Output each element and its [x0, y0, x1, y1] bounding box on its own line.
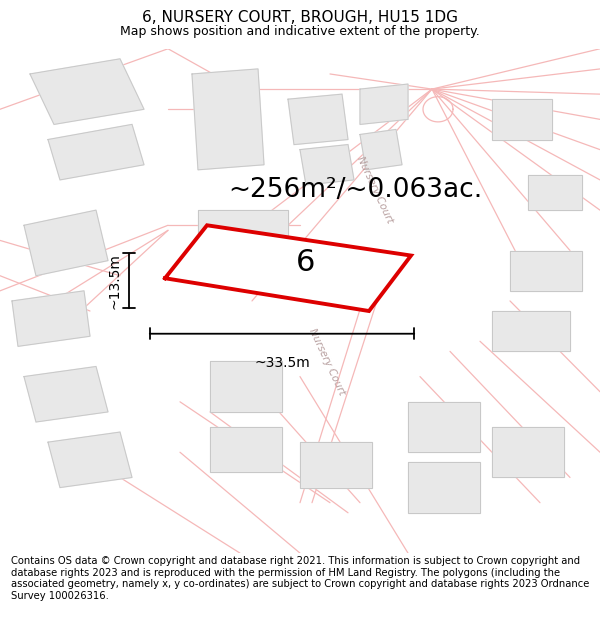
Polygon shape: [492, 99, 552, 139]
Polygon shape: [24, 210, 108, 276]
Polygon shape: [210, 361, 282, 412]
Text: ~33.5m: ~33.5m: [254, 356, 310, 371]
Text: Map shows position and indicative extent of the property.: Map shows position and indicative extent…: [120, 25, 480, 38]
Polygon shape: [300, 144, 354, 185]
Text: 6, NURSERY COURT, BROUGH, HU15 1DG: 6, NURSERY COURT, BROUGH, HU15 1DG: [142, 10, 458, 25]
Polygon shape: [210, 427, 282, 472]
Text: Nursery Court: Nursery Court: [355, 155, 395, 225]
Polygon shape: [408, 402, 480, 452]
Text: 6: 6: [296, 248, 316, 277]
Polygon shape: [24, 366, 108, 422]
Polygon shape: [30, 59, 144, 124]
Polygon shape: [492, 427, 564, 478]
Polygon shape: [360, 84, 408, 124]
Text: ~256m²/~0.063ac.: ~256m²/~0.063ac.: [228, 177, 482, 203]
Polygon shape: [192, 69, 264, 170]
Text: Contains OS data © Crown copyright and database right 2021. This information is : Contains OS data © Crown copyright and d…: [11, 556, 589, 601]
Polygon shape: [12, 291, 90, 346]
Polygon shape: [492, 311, 570, 351]
Text: Nursery Court: Nursery Court: [307, 326, 347, 396]
Polygon shape: [360, 129, 402, 170]
Polygon shape: [528, 175, 582, 210]
Text: ~13.5m: ~13.5m: [108, 253, 122, 309]
Polygon shape: [510, 251, 582, 291]
Polygon shape: [165, 225, 411, 311]
Polygon shape: [408, 462, 480, 512]
Polygon shape: [48, 432, 132, 488]
Polygon shape: [198, 210, 288, 266]
Polygon shape: [300, 442, 372, 488]
Polygon shape: [48, 124, 144, 180]
Polygon shape: [288, 94, 348, 144]
